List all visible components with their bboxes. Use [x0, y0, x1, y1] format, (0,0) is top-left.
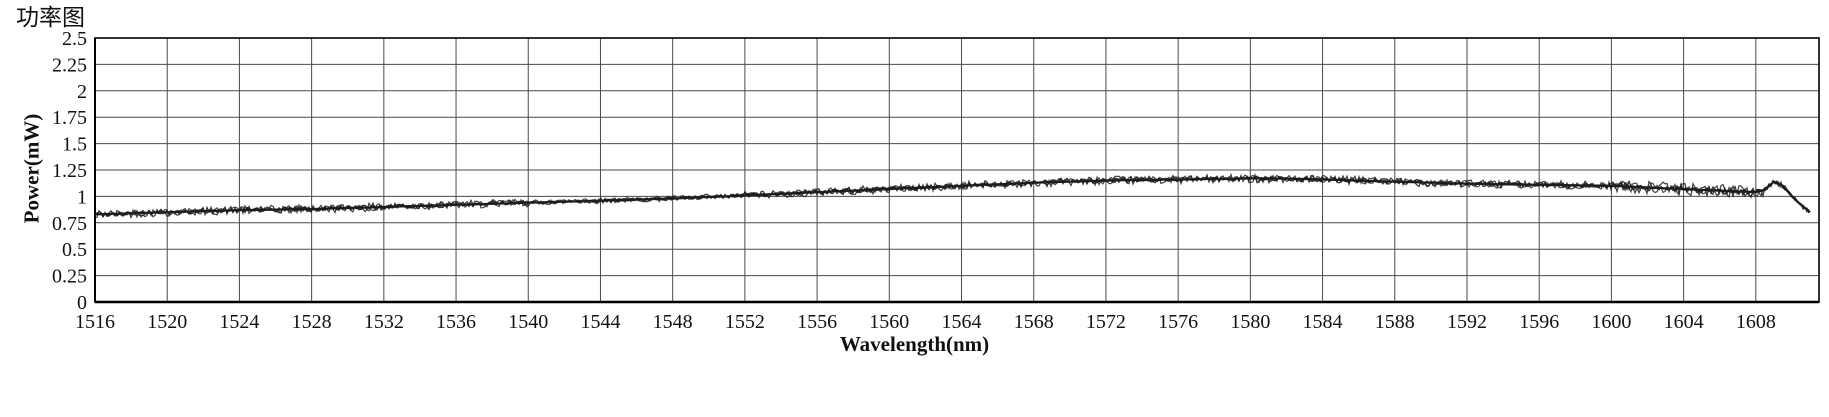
svg-text:1540: 1540 — [508, 311, 548, 333]
svg-text:1516: 1516 — [75, 311, 115, 333]
svg-text:1536: 1536 — [436, 311, 476, 333]
svg-text:1580: 1580 — [1230, 311, 1270, 333]
svg-text:1568: 1568 — [1014, 311, 1054, 333]
svg-text:1600: 1600 — [1591, 311, 1631, 333]
svg-text:1588: 1588 — [1375, 311, 1415, 333]
svg-text:1608: 1608 — [1736, 311, 1776, 333]
svg-text:1532: 1532 — [364, 311, 404, 333]
svg-text:1556: 1556 — [797, 311, 837, 333]
svg-text:0.5: 0.5 — [62, 239, 87, 261]
svg-text:1596: 1596 — [1519, 311, 1559, 333]
x-axis-label: Wavelength(nm) — [839, 332, 990, 356]
svg-text:2: 2 — [77, 81, 87, 103]
svg-text:0.75: 0.75 — [52, 213, 87, 235]
svg-text:1572: 1572 — [1086, 311, 1126, 333]
svg-text:0.25: 0.25 — [52, 266, 87, 288]
svg-text:2.25: 2.25 — [52, 54, 87, 76]
svg-text:1592: 1592 — [1447, 311, 1487, 333]
svg-text:1604: 1604 — [1664, 311, 1704, 333]
svg-text:1.75: 1.75 — [52, 107, 87, 129]
svg-text:1.5: 1.5 — [62, 134, 87, 156]
svg-text:1576: 1576 — [1158, 311, 1198, 333]
svg-text:1528: 1528 — [292, 311, 332, 333]
svg-text:0: 0 — [77, 292, 87, 314]
svg-text:1524: 1524 — [219, 311, 259, 333]
svg-text:1564: 1564 — [942, 311, 982, 333]
svg-text:1552: 1552 — [725, 311, 765, 333]
svg-text:1548: 1548 — [653, 311, 693, 333]
svg-text:1.25: 1.25 — [52, 160, 87, 182]
svg-text:1: 1 — [77, 186, 87, 208]
svg-text:1520: 1520 — [147, 311, 187, 333]
svg-text:1544: 1544 — [580, 311, 620, 333]
chart-title: 功率图 — [16, 5, 85, 30]
svg-text:1560: 1560 — [869, 311, 909, 333]
svg-text:1584: 1584 — [1303, 311, 1343, 333]
svg-text:2.5: 2.5 — [62, 28, 87, 50]
